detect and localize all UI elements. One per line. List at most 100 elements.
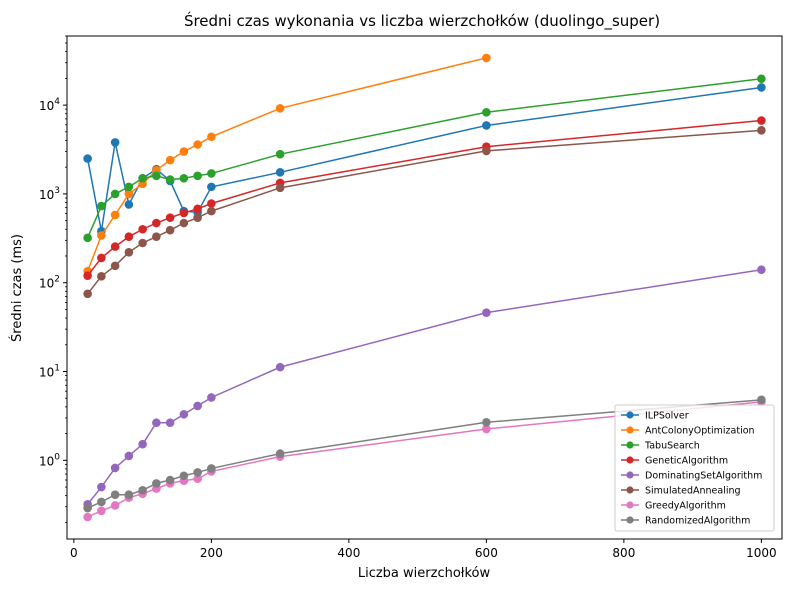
data-point-greedyalgorithm-11 xyxy=(482,424,491,434)
data-point-ilpsolver-3 xyxy=(124,200,134,209)
data-point-dominatingsetalgorithm-6 xyxy=(165,418,175,428)
legend: ILPSolver AntColonyOptimization TabuSearch… xyxy=(614,404,775,532)
data-point-simulatedannealing-10 xyxy=(275,183,285,193)
data-point-dominatingsetalgorithm-2 xyxy=(110,463,120,473)
legend-marker-greedyalgorithm xyxy=(626,501,634,509)
legend-item-tabusearch: TabuSearch xyxy=(621,441,700,452)
data-point-dominatingsetalgorithm-12 xyxy=(757,265,766,275)
data-point-tabusearch-2 xyxy=(110,189,120,199)
legend-label-ilpsolver: ILPSolver xyxy=(645,411,689,422)
legend-label-tabusearch: TabuSearch xyxy=(644,441,700,452)
data-point-tabusearch-4 xyxy=(138,173,147,183)
data-point-randomizedalgorithm-4 xyxy=(138,485,147,495)
data-point-ilpsolver-2 xyxy=(110,138,120,147)
data-point-antcolonyoptimization-1 xyxy=(97,231,106,240)
data-point-tabusearch-0 xyxy=(83,233,92,243)
data-point-antcolonyoptimization-3 xyxy=(124,189,134,199)
legend-item-randomizedalgorithm: RandomizedAlgorithm xyxy=(621,516,750,527)
legend-item-simulatedannealing: SimulatedAnnealing xyxy=(621,486,741,497)
data-point-greedyalgorithm-0 xyxy=(83,512,92,522)
data-point-antcolonyoptimization-10 xyxy=(275,104,285,113)
legend-marker-tabusearch xyxy=(626,441,634,449)
data-point-tabusearch-1 xyxy=(97,201,106,211)
y-tick-label-0: 100 xyxy=(39,452,60,468)
legend-marker-geneticalgorithm xyxy=(626,456,634,464)
data-point-greedyalgorithm-1 xyxy=(97,506,106,516)
data-point-tabusearch-10 xyxy=(275,149,285,159)
data-point-geneticalgorithm-1 xyxy=(97,253,106,263)
data-point-randomizedalgorithm-12 xyxy=(757,395,766,405)
x-tick-label-600: 600 xyxy=(475,546,498,560)
legend-item-antcolonyoptimization: AntColonyOptimization xyxy=(621,426,755,437)
data-point-randomizedalgorithm-10 xyxy=(275,449,285,458)
series-randomizedalgorithm xyxy=(83,395,766,513)
legend-label-randomizedalgorithm: RandomizedAlgorithm xyxy=(645,516,750,527)
data-point-randomizedalgorithm-3 xyxy=(124,490,134,500)
data-point-geneticalgorithm-9 xyxy=(207,199,216,208)
data-point-simulatedannealing-1 xyxy=(97,272,106,281)
data-point-dominatingsetalgorithm-8 xyxy=(193,401,202,411)
legend-label-antcolonyoptimization: AntColonyOptimization xyxy=(645,426,755,437)
data-point-greedyalgorithm-8 xyxy=(193,474,202,484)
data-point-tabusearch-6 xyxy=(165,175,175,184)
data-point-ilpsolver-11 xyxy=(482,121,491,130)
data-point-tabusearch-12 xyxy=(757,74,766,84)
data-point-simulatedannealing-5 xyxy=(152,232,161,241)
y-tick-label-4: 104 xyxy=(39,97,60,113)
y-tick-label-2: 102 xyxy=(39,275,60,291)
x-axis-label: Liczba wierzchołków xyxy=(358,566,491,581)
series-tabusearch xyxy=(83,74,766,243)
data-point-ilpsolver-12 xyxy=(757,83,766,92)
data-point-dominatingsetalgorithm-11 xyxy=(482,308,491,317)
data-point-dominatingsetalgorithm-1 xyxy=(97,482,106,492)
data-point-simulatedannealing-9 xyxy=(207,206,216,216)
y-axis: 100 101 102 103 104 xyxy=(39,35,67,523)
legend-marker-antcolonyoptimization xyxy=(626,426,634,434)
data-point-geneticalgorithm-12 xyxy=(757,116,766,125)
series-layer xyxy=(83,53,766,522)
data-point-simulatedannealing-8 xyxy=(193,213,202,222)
legend-label-geneticalgorithm: GeneticAlgorithm xyxy=(645,456,728,467)
data-point-geneticalgorithm-6 xyxy=(165,213,175,222)
legend-item-dominatingsetalgorithm: DominatingSetAlgorithm xyxy=(621,471,762,482)
data-point-randomizedalgorithm-2 xyxy=(110,490,120,500)
data-point-ilpsolver-10 xyxy=(275,168,285,177)
data-point-simulatedannealing-3 xyxy=(124,248,134,257)
data-point-antcolonyoptimization-7 xyxy=(179,147,189,156)
data-point-simulatedannealing-6 xyxy=(165,225,175,235)
data-point-antcolonyoptimization-8 xyxy=(193,140,202,149)
series-geneticalgorithm xyxy=(83,116,766,280)
data-point-simulatedannealing-4 xyxy=(138,238,147,248)
data-point-antcolonyoptimization-11 xyxy=(482,53,491,63)
data-point-simulatedannealing-0 xyxy=(83,289,92,299)
data-point-tabusearch-8 xyxy=(193,171,202,181)
data-point-dominatingsetalgorithm-5 xyxy=(152,418,161,428)
x-tick-label-1000: 1000 xyxy=(746,546,777,560)
data-point-randomizedalgorithm-0 xyxy=(83,503,92,513)
data-point-simulatedannealing-2 xyxy=(110,261,120,271)
legend-marker-simulatedannealing xyxy=(626,486,634,494)
legend-marker-ilpsolver xyxy=(626,411,634,419)
data-point-simulatedannealing-12 xyxy=(757,126,766,135)
series-simulatedannealing xyxy=(83,126,766,299)
x-tick-label-400: 400 xyxy=(337,546,360,560)
data-point-greedyalgorithm-2 xyxy=(110,501,120,510)
legend-label-simulatedannealing: SimulatedAnnealing xyxy=(645,486,741,497)
legend-label-greedyalgorithm: GreedyAlgorithm xyxy=(645,501,726,512)
data-point-tabusearch-11 xyxy=(482,107,491,117)
data-point-geneticalgorithm-5 xyxy=(152,218,161,228)
data-point-geneticalgorithm-8 xyxy=(193,204,202,214)
legend-item-greedyalgorithm: GreedyAlgorithm xyxy=(621,501,726,512)
data-point-dominatingsetalgorithm-10 xyxy=(275,362,285,372)
data-point-geneticalgorithm-2 xyxy=(110,242,120,251)
data-point-randomizedalgorithm-5 xyxy=(152,479,161,488)
data-point-randomizedalgorithm-6 xyxy=(165,475,175,485)
data-point-ilpsolver-0 xyxy=(83,154,92,163)
legend-item-ilpsolver: ILPSolver xyxy=(621,411,689,422)
data-point-dominatingsetalgorithm-3 xyxy=(124,451,134,461)
data-point-antcolonyoptimization-6 xyxy=(165,155,175,165)
data-point-tabusearch-7 xyxy=(179,173,189,183)
legend-marker-randomizedalgorithm xyxy=(626,516,634,524)
legend-label-dominatingsetalgorithm: DominatingSetAlgorithm xyxy=(645,471,762,482)
